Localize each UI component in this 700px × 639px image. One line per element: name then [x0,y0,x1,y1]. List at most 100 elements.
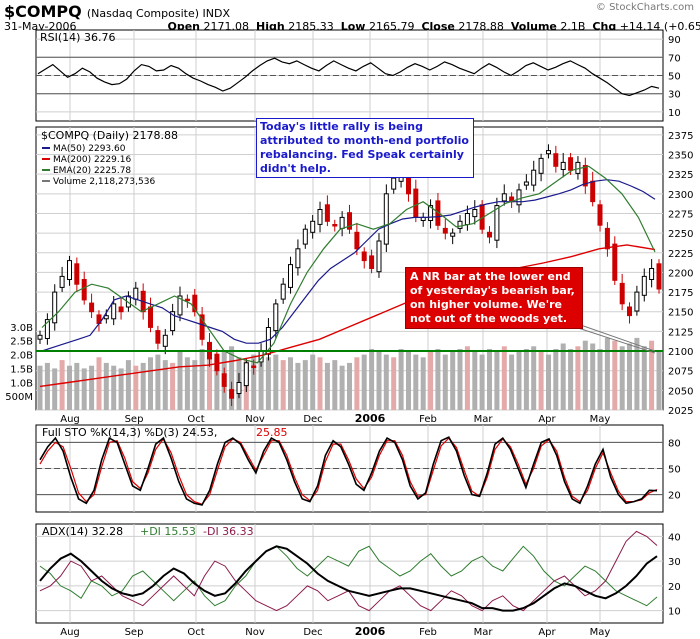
volume-bar [641,346,647,410]
ma50-line [41,179,656,352]
volume-bar [67,365,72,410]
price-candle [52,291,58,324]
rsi-ytick-0: 90 [668,35,681,46]
volume-bar [531,346,537,410]
volume-bar [464,346,470,410]
volume-bar [162,360,168,410]
price-ytick-12: 2075 [668,367,693,378]
sto-k-line [39,436,658,506]
volume-bar [479,354,485,410]
volume-bar [383,354,389,410]
price-candle [81,279,87,301]
price-ytick-9: 2150 [668,308,693,319]
volume-tick-5: 500M [5,392,33,403]
sto-ytick-1: 50 [668,465,681,476]
price-candle [243,362,249,387]
price-candle [634,291,640,312]
volume-bar [324,362,330,410]
volume-bar [265,357,271,410]
price-candle [273,303,279,332]
ema20-line [41,165,656,364]
adx-frame [35,523,664,624]
adx-title: ADX(14) 32.28 [42,525,123,538]
price-candle [221,373,227,387]
volume-tick-3: 1.5B [10,364,33,375]
price-ytick-6: 2225 [668,249,693,260]
price-candle [383,193,389,245]
annotation-rebalancing: Today's little rally is being attributed… [256,118,474,178]
rsi-line [37,57,660,97]
volume-bar [472,351,478,410]
price-candle [472,209,478,218]
volume-bar [59,360,65,410]
price-candle [457,220,463,229]
price-ytick-3: 2300 [668,190,693,201]
volume-bar [74,362,80,410]
price-candle [74,263,80,285]
volume-bar [450,351,456,410]
volume-bar [582,340,588,410]
volume-bar [413,354,419,410]
price-candle [494,205,500,241]
price-candle [295,248,301,269]
price-candle [347,212,352,230]
price-candle [324,204,330,222]
price-xlabel-4: Dec [303,414,322,425]
volume-bar [199,349,205,410]
price-xlabel-9: May [590,414,611,425]
price-candle [67,260,72,281]
volume-bar [302,360,308,410]
volume-tick-4: 1.0B [10,378,33,389]
annotation-pointer-1 [574,322,656,352]
adx-xlabel-9: May [590,627,611,638]
volume-bar [501,346,507,410]
legend-ema20: EMA(20) 2225.78 [53,166,131,176]
price-candle [251,365,257,368]
price-xlabel-2: Oct [187,414,204,425]
volume-bar [96,357,102,410]
volume-bar [332,360,338,410]
volume-bar [310,354,316,410]
volume-bar [656,351,662,410]
price-candle [59,275,65,288]
volume-bar [516,351,522,410]
price-title: $COMPQ (Daily) 2178.88 [41,129,178,142]
price-candle [406,176,411,195]
ma200-line [39,244,656,388]
price-ytick-14: 2025 [668,406,693,417]
volume-bar [44,362,50,410]
volume-tick-2: 2.0B [10,351,33,362]
annotation-nr-bar: A NR bar at the lower end of yesterday's… [405,267,583,329]
rsi-ytick-3: 30 [668,90,681,101]
price-candle [361,251,367,262]
price-candle [464,213,470,225]
price-ytick-7: 2200 [668,268,693,279]
volume-bar [428,351,434,410]
volume-bar [148,357,153,410]
price-candle [280,283,286,300]
price-xlabel-0: Aug [60,414,80,425]
rsi-ytick-2: 50 [668,72,681,83]
price-candle [612,243,618,281]
price-candle [501,193,507,202]
volume-bar [487,349,492,410]
rsi-ytick-1: 70 [668,53,681,64]
volume-bar [509,354,515,410]
volume-bar [251,354,257,410]
volume-tick-1: 2.5B [10,337,33,348]
volume-bar [103,362,109,410]
volume-bar [546,354,551,410]
volume-bar [280,360,286,410]
price-candle [641,275,647,296]
price-candle [310,220,316,233]
price-candle [553,153,559,167]
volume-bar [634,337,640,410]
volume-bar [406,351,411,410]
volume-bar [604,337,610,410]
volume-bar [361,354,367,410]
price-candle [568,157,574,171]
volume-bar [258,362,264,410]
price-candle [627,306,632,317]
price-xlabel-3: Nov [245,414,265,425]
